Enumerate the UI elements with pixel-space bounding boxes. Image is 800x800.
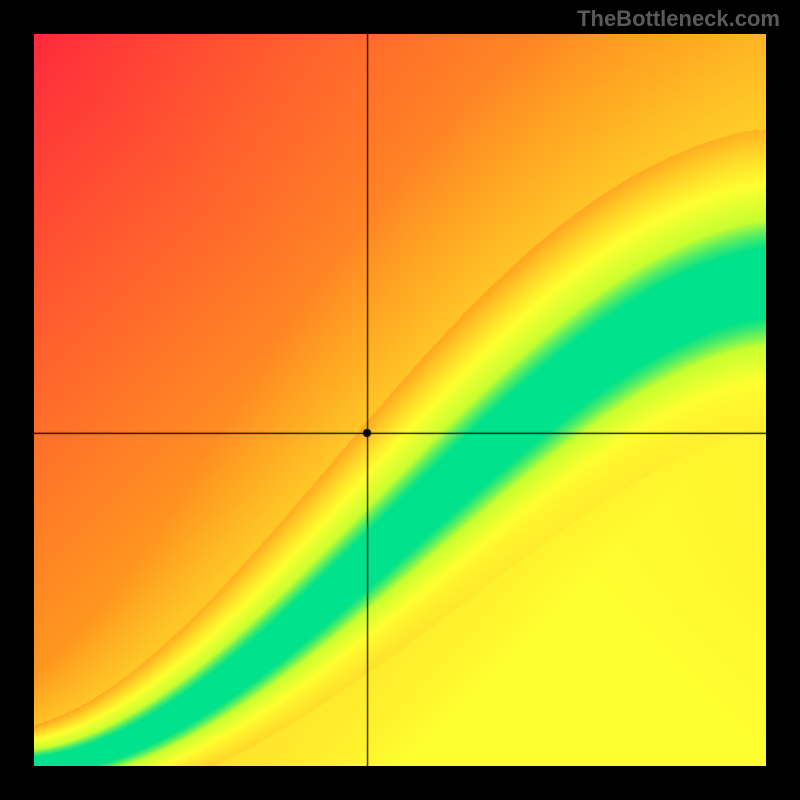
- heatmap-canvas: [34, 34, 766, 766]
- chart-container: TheBottleneck.com: [0, 0, 800, 800]
- plot-area: [34, 34, 766, 766]
- watermark-text: TheBottleneck.com: [577, 6, 780, 32]
